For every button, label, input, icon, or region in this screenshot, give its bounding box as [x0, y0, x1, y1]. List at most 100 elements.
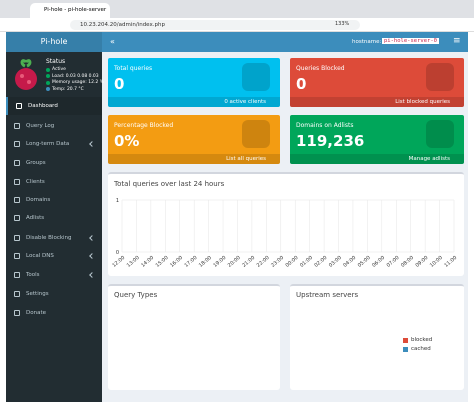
menu-item[interactable]: Domains: [6, 191, 102, 209]
menu-arrow: [89, 253, 95, 259]
tab-bar: [0, 0, 474, 18]
hostname-label: hostname:: [352, 39, 382, 45]
x-tick-label: 09:00: [415, 255, 430, 269]
legend-label: cached: [411, 346, 431, 352]
x-tick-label: 17:00: [184, 255, 199, 269]
menu-icon: [14, 310, 20, 316]
menu-icon: [14, 141, 20, 147]
menu-icon: [14, 235, 20, 241]
status-dot: [46, 74, 50, 78]
menu-icon[interactable]: ≡: [453, 36, 461, 46]
menu-icon: [14, 123, 20, 129]
panel-title: Upstream servers: [296, 291, 359, 299]
menu-icon: [14, 215, 20, 221]
card-link[interactable]: Manage adlists: [290, 154, 464, 164]
stat-card: Percentage Blocked 0% List all queries: [108, 115, 280, 164]
card-value: 0: [114, 75, 125, 93]
card-value: 119,236: [296, 132, 365, 150]
x-tick-label: 21:00: [241, 255, 256, 269]
x-tick-label: 07:00: [386, 255, 401, 269]
menu-icon: [14, 253, 20, 259]
sidebar: [6, 32, 102, 402]
card-link[interactable]: 0 active clients: [108, 97, 280, 107]
status-dot: [46, 80, 50, 85]
status-item: Memory usage: 12.2 %: [52, 80, 104, 85]
upstream-box: Upstream servers blocked cached: [290, 284, 464, 390]
zoom-level[interactable]: 133%: [335, 21, 350, 27]
query-types-box: Query Types: [108, 284, 280, 390]
stat-card: Queries Blocked 0 List blocked queries: [290, 58, 464, 107]
menu-icon: [14, 272, 20, 278]
menu-icon: [16, 103, 22, 109]
card-title: Percentage Blocked: [114, 122, 174, 129]
card-link[interactable]: List blocked queries: [290, 97, 464, 107]
status-dot: [46, 67, 50, 72]
x-tick-label: 05:00: [357, 255, 372, 269]
menu-item[interactable]: Disable Blocking: [6, 229, 102, 247]
menu-item[interactable]: Donate: [6, 304, 102, 322]
browser-tab[interactable]: Pi-hole - pi-hole-server: [30, 3, 110, 18]
x-tick-label: 14:00: [140, 255, 155, 269]
card-title: Total queries: [114, 65, 153, 72]
chart-title: Total queries over last 24 hours: [113, 180, 225, 188]
x-tick-label: 16:00: [169, 255, 184, 269]
x-tick-label: 06:00: [371, 255, 386, 269]
x-tick-label: 10:00: [429, 255, 444, 269]
menu-arrow: [89, 235, 95, 241]
menu-item[interactable]: Adlists: [6, 209, 102, 227]
menu-item[interactable]: Settings: [6, 285, 102, 303]
x-tick-label: 11:00: [443, 255, 458, 269]
menu-item[interactable]: Tools: [6, 266, 102, 284]
menu-item[interactable]: Clients: [6, 173, 102, 191]
menu-arrow: [89, 272, 95, 278]
card-value: 0: [296, 75, 307, 93]
menu-icon: [14, 160, 20, 166]
menu-item[interactable]: Groups: [6, 154, 102, 172]
top-bar: « hostname: pi-hole-server-0 ≡: [102, 32, 468, 52]
x-tick-label: 00:00: [285, 255, 300, 269]
menu-item[interactable]: Local DNS: [6, 247, 102, 265]
panel-title: Query Types: [114, 291, 158, 299]
y-tick-label: 0: [116, 250, 119, 256]
legend-swatch[interactable]: [403, 347, 408, 352]
status-title: Status: [46, 58, 66, 65]
menu-item[interactable]: Query Log: [6, 117, 102, 135]
menu-item[interactable]: Long-term Data: [6, 135, 102, 153]
x-tick-label: 23:00: [270, 255, 285, 269]
card-icon: [426, 120, 454, 148]
card-link[interactable]: List all queries: [108, 154, 280, 164]
menu-item[interactable]: Dashboard: [6, 97, 102, 115]
x-tick-label: 12:00: [111, 255, 126, 269]
stat-card: Domains on Adlists 119,236 Manage adlists: [290, 115, 464, 164]
x-tick-label: 18:00: [198, 255, 213, 269]
legend-swatch[interactable]: [403, 338, 408, 343]
status-item: Temp: 20.7 °C: [52, 86, 84, 92]
x-tick-label: 15:00: [155, 255, 170, 269]
status-item: Active: [52, 67, 66, 72]
logo: [15, 59, 37, 90]
card-title: Queries Blocked: [296, 65, 345, 72]
x-tick-label: 02:00: [313, 255, 328, 269]
stat-card: Total queries 0 0 active clients: [108, 58, 280, 107]
card-icon: [242, 63, 270, 91]
menu-icon: [14, 291, 20, 297]
y-tick-label: 1: [116, 198, 119, 204]
brand[interactable]: Pi-hole: [6, 32, 102, 52]
x-tick-label: 03:00: [328, 255, 343, 269]
toggle-icon[interactable]: «: [110, 37, 115, 46]
x-tick-label: 20:00: [227, 255, 242, 269]
x-tick-label: 04:00: [342, 255, 357, 269]
legend-label: blocked: [411, 337, 433, 343]
card-icon: [426, 63, 454, 91]
x-tick-label: 01:00: [299, 255, 314, 269]
menu-icon: [14, 197, 20, 203]
menu-arrow: [89, 141, 95, 147]
hostname: pi-hole-server-0: [382, 38, 439, 44]
card-title: Domains on Adlists: [296, 122, 354, 129]
url-field[interactable]: 10.23.204.20/admin/index.php: [70, 20, 360, 30]
x-tick-label: 22:00: [256, 255, 271, 269]
x-tick-label: 08:00: [400, 255, 415, 269]
card-icon: [242, 120, 270, 148]
chart-box: Total queries over last 24 hours 0 1 12:00 1…: [108, 172, 464, 276]
